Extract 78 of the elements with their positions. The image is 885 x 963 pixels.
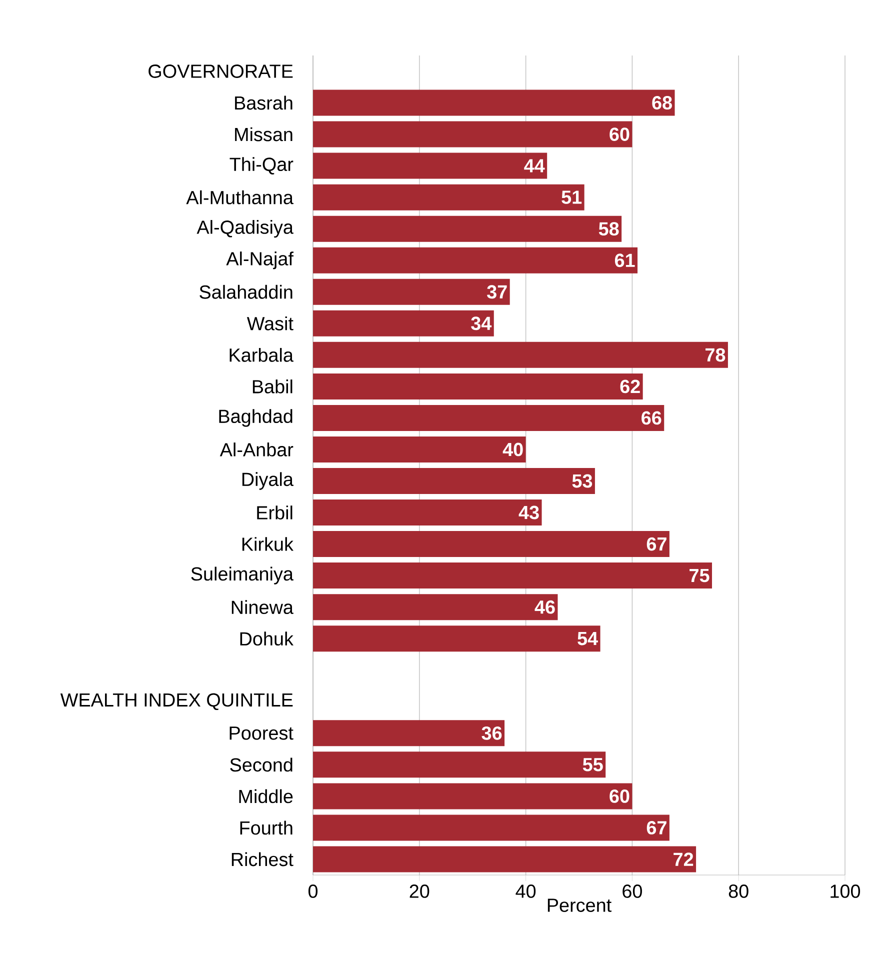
y-tick-label: Middle — [239, 789, 293, 804]
data-label: 60 — [610, 790, 630, 803]
data-label: 46 — [534, 600, 555, 614]
bar — [313, 626, 600, 652]
y-tick-label: Kirkuk — [242, 537, 294, 551]
data-label: 44 — [524, 159, 545, 172]
bar — [313, 90, 675, 116]
x-tick-label: 60 — [622, 884, 642, 898]
data-label: 72 — [674, 852, 694, 866]
y-tick-label: Karbala — [230, 348, 294, 362]
y-tick-label: Babil — [252, 379, 292, 394]
bar — [313, 468, 595, 494]
data-label: 54 — [578, 632, 598, 646]
bar — [313, 594, 558, 620]
y-tick-label: Poorest — [230, 726, 294, 740]
data-label: 66 — [642, 411, 662, 425]
x-tick-label: 0 — [308, 884, 318, 898]
x-tick-label: 80 — [728, 884, 748, 898]
y-tick-label: Salahaddin — [200, 284, 292, 299]
y-tick-label: Fourth — [240, 820, 292, 835]
data-label: 40 — [502, 442, 523, 456]
bar — [313, 720, 505, 746]
x-tick-label: 20 — [410, 884, 430, 898]
y-tick-label: Baghdad — [219, 409, 292, 427]
data-label: 61 — [614, 254, 635, 268]
bar — [313, 184, 584, 210]
y-tick-label: Thi-Qar — [230, 157, 294, 174]
bar — [313, 310, 494, 336]
bar — [313, 752, 606, 778]
bar — [313, 342, 728, 368]
data-label: 75 — [690, 568, 710, 582]
data-label: 68 — [652, 96, 672, 110]
bar — [313, 562, 712, 589]
bar — [313, 247, 638, 274]
y-tick-label: Wasit — [246, 316, 294, 330]
bar — [313, 500, 542, 526]
y-tick-label: Al-Anbar — [220, 442, 294, 456]
y-tick-label: Richest — [232, 852, 294, 866]
data-label: 78 — [706, 348, 726, 362]
y-tick-label: Al-Qadisiya — [196, 220, 294, 238]
bar — [313, 783, 632, 810]
y-tick-label: Erbil — [257, 506, 292, 520]
bar — [313, 531, 670, 558]
bar — [313, 436, 526, 462]
y-tick-label: Basrah — [235, 96, 292, 110]
y-tick-label: GOVERNORATE — [148, 64, 293, 78]
bar — [313, 373, 643, 400]
bar — [313, 814, 670, 841]
data-label: 67 — [646, 821, 666, 834]
y-tick-label: Second — [230, 758, 292, 772]
y-tick-label: Diyala — [242, 472, 294, 490]
data-label: 58 — [598, 222, 619, 236]
y-tick-label: WEALTH INDEX QUINTILE — [60, 693, 293, 710]
data-label: 36 — [482, 726, 502, 740]
data-label: 51 — [562, 190, 582, 204]
data-label: 67 — [646, 537, 666, 551]
bar — [313, 278, 510, 305]
y-tick-label: Suleimaniya — [191, 566, 294, 584]
bar — [313, 404, 664, 431]
data-label: 37 — [487, 285, 507, 299]
y-tick-label: Missan — [235, 127, 292, 142]
data-label: 62 — [620, 380, 640, 394]
y-tick-label: Al-Najaf — [226, 252, 294, 270]
data-label: 53 — [572, 474, 592, 488]
y-tick-label: Al-Muthanna — [186, 190, 294, 204]
bar — [313, 846, 696, 872]
bar — [313, 216, 622, 242]
data-label: 60 — [610, 128, 630, 141]
bar — [313, 121, 632, 148]
data-label: 55 — [582, 758, 603, 772]
data-label: 34 — [471, 316, 492, 330]
data-label: 43 — [518, 506, 539, 520]
y-tick-label: Ninewa — [232, 600, 294, 614]
x-axis-title: Percent — [548, 898, 612, 912]
y-tick-label: Dohuk — [240, 632, 294, 646]
x-tick-label: 40 — [516, 884, 536, 898]
x-tick-label: 100 — [830, 884, 860, 898]
bar — [313, 152, 548, 179]
